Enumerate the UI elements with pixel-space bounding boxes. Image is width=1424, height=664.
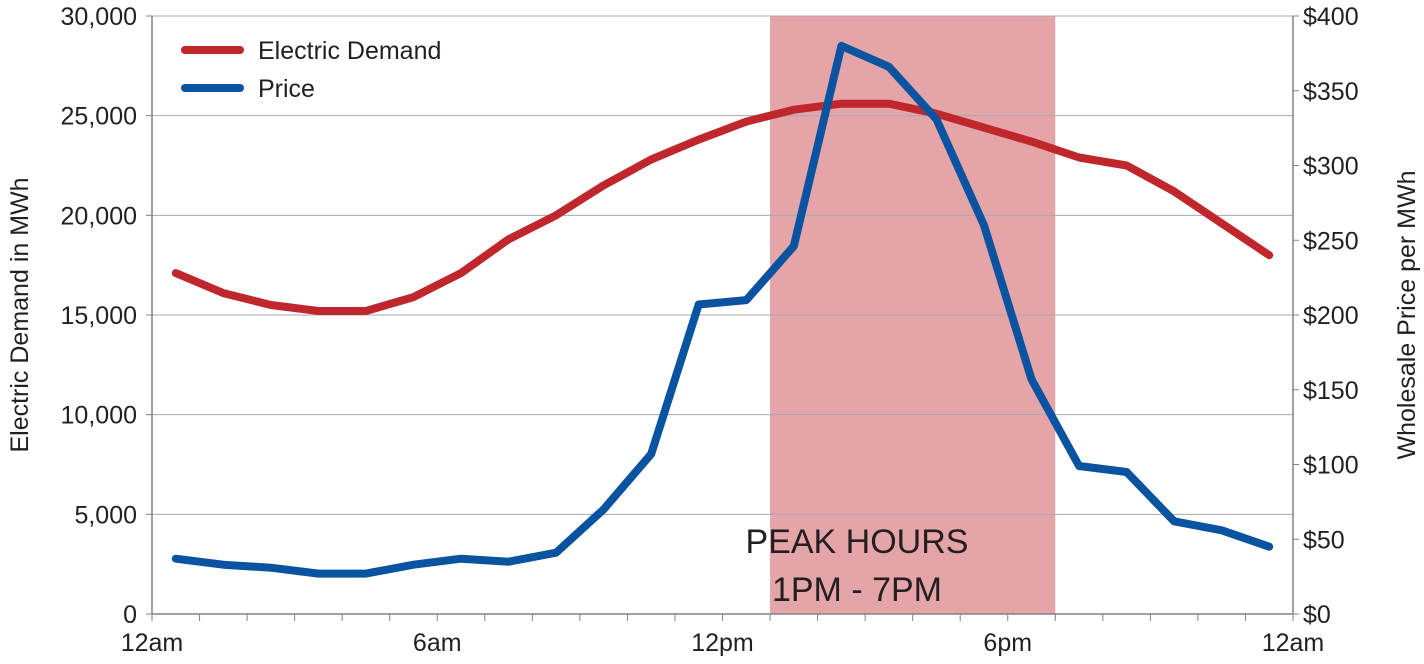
x-tick-label: 12am	[121, 629, 184, 657]
legend: Electric Demand Price	[181, 37, 441, 103]
y-left-tick-label: 5,000	[74, 501, 137, 529]
x-tick-label: 12pm	[691, 629, 754, 657]
y-axis-left-title: Electric Demand in MWh	[6, 177, 34, 452]
y-right-tick-label: $100	[1303, 452, 1359, 480]
gridlines	[152, 15, 1293, 515]
y-right-tick-label: $400	[1303, 3, 1359, 31]
y-right-tick-label: $200	[1303, 302, 1359, 330]
axes: 0 5,000 10,000 15,000 20,000 25,000 30,000 $0 $5…	[61, 3, 1359, 657]
x-tick-label: 6pm	[983, 629, 1032, 657]
y-right-tick-label: $0	[1303, 601, 1331, 629]
peak-hours-label: PEAK HOURS	[746, 523, 969, 561]
y-left-tick-label: 0	[123, 601, 137, 629]
y-axis-right-title: Wholesale Price per MWh	[1393, 171, 1421, 460]
y-left-tick-label: 15,000	[61, 302, 137, 330]
y-right-tick-label: $50	[1303, 526, 1345, 554]
x-tick-label: 6am	[413, 629, 462, 657]
y-right-tick-label: $250	[1303, 227, 1359, 255]
electric-demand-line	[171, 99, 1274, 315]
y-left-tick-label: 10,000	[61, 402, 137, 430]
x-tick-label: 12am	[1262, 629, 1325, 657]
legend-label: Electric Demand	[258, 37, 441, 65]
y-right-tick-label: $300	[1303, 153, 1359, 181]
y-left-tick-label: 30,000	[61, 3, 137, 31]
legend-label: Price	[258, 75, 315, 103]
y-right-tick-label: $150	[1303, 377, 1359, 405]
peak-hours-range-label: 1PM - 7PM	[772, 571, 942, 609]
y-right-tick-label: $350	[1303, 78, 1359, 106]
price-line	[171, 41, 1274, 578]
y-left-tick-label: 20,000	[61, 202, 137, 230]
series-lines	[171, 41, 1274, 578]
y-left-tick-label: 25,000	[61, 103, 137, 131]
